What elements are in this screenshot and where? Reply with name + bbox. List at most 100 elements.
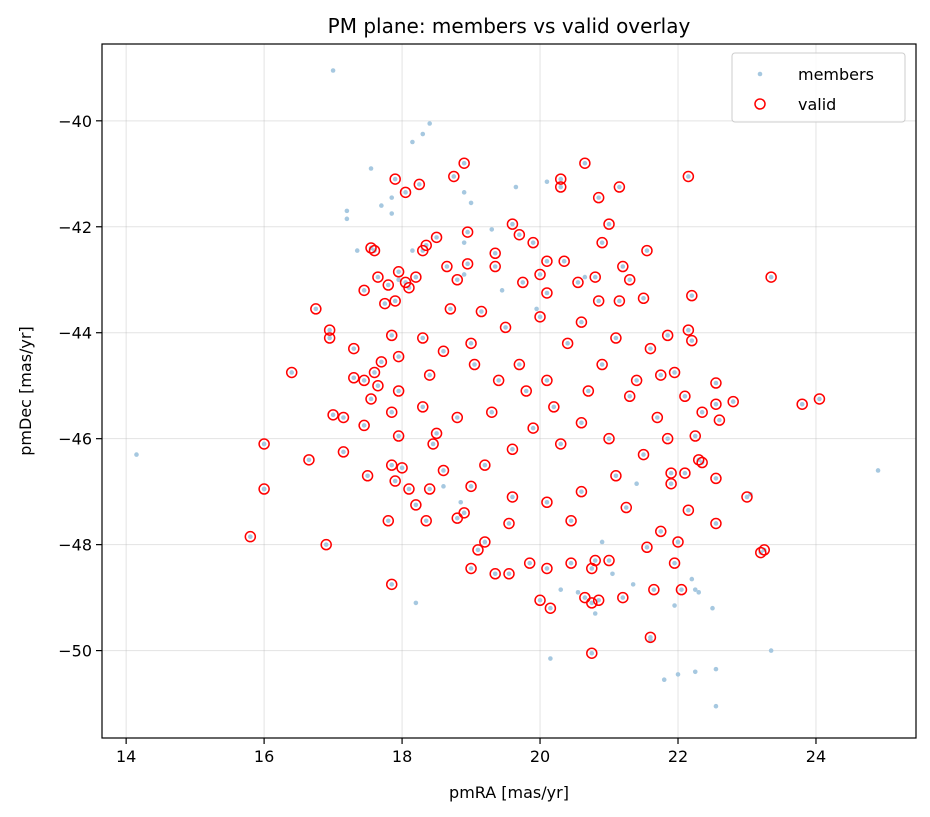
member-point (441, 484, 446, 489)
valid-point (661, 432, 674, 445)
valid-point (503, 517, 515, 530)
member-point (513, 184, 519, 190)
member-point (644, 248, 650, 253)
member-point (744, 494, 750, 500)
member-point (313, 306, 319, 312)
member-point (413, 502, 419, 508)
member-point (385, 282, 391, 288)
valid-point (358, 374, 370, 387)
valid-point (596, 236, 608, 249)
valid-point (765, 271, 777, 283)
valid-point (499, 321, 512, 334)
member-point (623, 505, 629, 510)
member-point (713, 703, 719, 709)
valid-point (392, 385, 405, 397)
valid-point (358, 419, 370, 432)
valid-point (682, 170, 695, 183)
valid-point (630, 374, 643, 387)
member-point (551, 404, 557, 410)
y-tick-label: −40 (58, 112, 92, 131)
member-point (327, 327, 332, 333)
members-series (134, 68, 881, 709)
member-point (799, 401, 805, 407)
member-point (441, 348, 446, 354)
member-point (672, 603, 677, 608)
valid-point (451, 273, 464, 286)
member-point (596, 597, 601, 603)
member-point (468, 200, 474, 206)
member-point (679, 587, 684, 592)
valid-point (592, 594, 605, 607)
valid-point (696, 456, 708, 469)
valid-point (327, 409, 339, 421)
member-point (344, 208, 350, 214)
valid-point (655, 525, 667, 538)
valid-point (561, 337, 574, 350)
member-point (768, 274, 774, 280)
valid-point (389, 475, 401, 487)
member-point (323, 542, 329, 547)
member-point (689, 338, 695, 343)
valid-point (813, 393, 826, 405)
valid-point (427, 438, 439, 450)
member-point (468, 566, 474, 571)
x-axis-ticks: 14 16 18 20 22 24 (116, 738, 826, 766)
member-point (558, 441, 564, 447)
member-point (375, 383, 381, 389)
valid-point (541, 496, 553, 509)
valid-point (448, 170, 460, 183)
valid-point (554, 438, 567, 450)
valid-point (513, 358, 526, 371)
member-point (648, 346, 653, 351)
member-point (403, 190, 408, 195)
member-point (665, 333, 670, 338)
member-point (692, 669, 698, 675)
valid-point (399, 186, 412, 199)
valid-point (565, 515, 577, 527)
member-point (517, 232, 522, 238)
member-point (713, 521, 719, 526)
member-point (613, 335, 619, 341)
member-point (592, 611, 598, 616)
member-point (875, 468, 881, 473)
member-point (817, 396, 822, 402)
member-point (544, 566, 550, 571)
valid-point (575, 316, 588, 328)
y-axis-ticks: −50 −48 −46 −44 −42 −40 (58, 112, 102, 661)
valid-point (623, 390, 636, 403)
member-point (586, 388, 591, 394)
valid-point (437, 464, 450, 477)
valid-point (548, 401, 560, 413)
member-point (389, 409, 395, 415)
member-point (668, 470, 674, 476)
member-point (472, 362, 477, 367)
member-point (482, 462, 488, 468)
valid-point (385, 406, 398, 418)
valid-point (458, 507, 470, 519)
member-point (475, 547, 481, 553)
valid-point (554, 181, 567, 193)
valid-point (682, 324, 695, 336)
valid-point (337, 411, 350, 424)
member-point (641, 452, 646, 457)
valid-point (392, 266, 405, 278)
valid-point (372, 271, 384, 283)
member-point (427, 372, 432, 378)
y-tick-label: −48 (58, 536, 92, 555)
member-point (396, 433, 401, 439)
member-point (527, 560, 532, 566)
member-point (461, 240, 467, 245)
valid-point (741, 491, 753, 503)
member-point (561, 258, 567, 264)
valid-point (796, 398, 808, 410)
valid-point (365, 242, 377, 254)
member-point (620, 595, 626, 600)
member-point (686, 507, 691, 513)
valid-point (423, 483, 436, 495)
member-point (589, 566, 595, 571)
valid-point (479, 459, 491, 471)
member-point (361, 378, 367, 383)
valid-point (661, 329, 674, 342)
valid-point (679, 390, 691, 403)
